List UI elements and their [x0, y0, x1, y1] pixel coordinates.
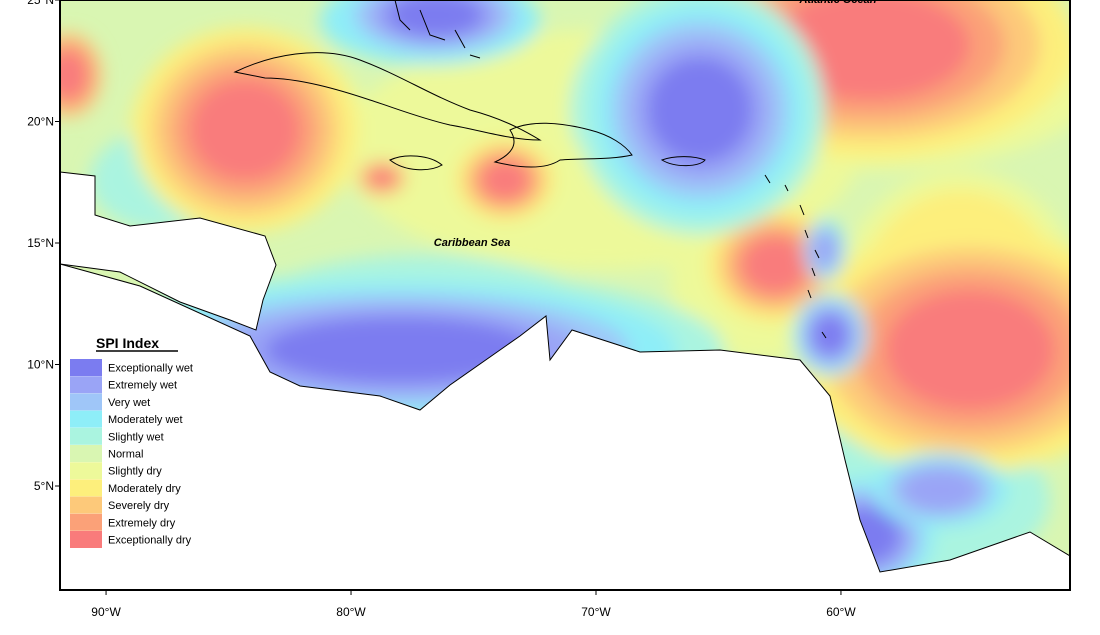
y-tick-label: 25°N	[27, 0, 54, 7]
legend-label: Normal	[108, 449, 143, 461]
x-tick-label: 60°W	[826, 605, 856, 619]
spi-zone	[812, 315, 848, 355]
legend-label: Moderately wet	[108, 414, 183, 426]
spi-zone	[900, 468, 980, 512]
legend-swatch	[70, 531, 102, 548]
legend-swatch	[70, 376, 102, 393]
place-label: Caribbean Sea	[434, 237, 510, 249]
spi-zone	[481, 160, 529, 200]
legend-label: Slightly dry	[108, 466, 162, 478]
legend-label: Exceptionally wet	[108, 363, 193, 375]
y-tick-label: 15°N	[27, 236, 54, 250]
spi-zone	[48, 50, 88, 100]
spi-zone	[885, 290, 1055, 410]
legend-label: Moderately dry	[108, 483, 181, 495]
legend-label: Extremely wet	[108, 380, 177, 392]
y-tick-label: 20°N	[27, 114, 54, 128]
legend-label: Very wet	[108, 397, 150, 409]
spi-zone	[813, 232, 837, 268]
legend-swatch	[70, 479, 102, 496]
legend-label: Exceptionally dry	[108, 535, 192, 547]
legend-label: Extremely dry	[108, 517, 176, 529]
x-tick-label: 70°W	[581, 605, 611, 619]
spi-zone	[742, 237, 808, 293]
y-tick-label: 10°N	[27, 357, 54, 371]
legend-swatch	[70, 359, 102, 376]
legend-swatch	[70, 393, 102, 410]
legend-swatch	[70, 428, 102, 445]
legend-label: Severely dry	[108, 500, 170, 512]
y-tick-label: 5°N	[34, 479, 54, 493]
place-label: Atlantic Ocean	[798, 0, 876, 6]
spi-zone	[648, 58, 752, 162]
spi-zone	[368, 168, 396, 188]
spi-zone	[190, 80, 300, 180]
legend-swatch	[70, 411, 102, 428]
x-tick-label: 80°W	[336, 605, 366, 619]
legend-swatch	[70, 497, 102, 514]
x-tick-label: 90°W	[91, 605, 121, 619]
legend-swatch	[70, 445, 102, 462]
legend-swatch	[70, 462, 102, 479]
legend-swatch	[70, 514, 102, 531]
legend-label: Slightly wet	[108, 431, 164, 443]
legend-title: SPI Index	[96, 335, 159, 351]
